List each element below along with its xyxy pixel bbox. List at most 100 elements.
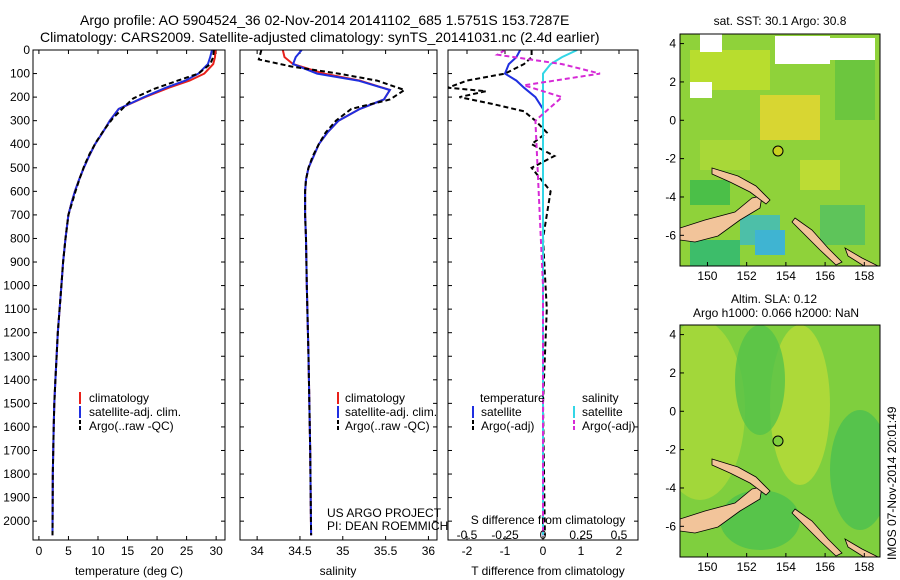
sst-map-panel: sat. SST: 30.1 Argo: 30.8 150 152 154 156 15 bbox=[665, 14, 881, 283]
depth-tick-label: 100 bbox=[10, 67, 30, 81]
series-line-satellite-adj-clim- bbox=[291, 50, 392, 536]
legend-label-temp-satellite: satellite bbox=[481, 405, 522, 419]
project-note: US ARGO PROJECT bbox=[327, 506, 442, 520]
figure-title-line2: Climatology: CARS2009. Satellite-adjuste… bbox=[40, 29, 600, 45]
depth-tick-label: 1700 bbox=[3, 443, 30, 457]
sst-patch bbox=[755, 230, 785, 255]
depth-tick-label: 300 bbox=[10, 114, 30, 128]
figure-title-line1: Argo profile: AO 5904524_36 02-Nov-2014 … bbox=[80, 12, 569, 28]
diff-xtick-label: 0 bbox=[540, 544, 547, 558]
sal-xtick-label: 36 bbox=[422, 544, 436, 558]
sst-map-title: sat. SST: 30.1 Argo: 30.8 bbox=[714, 14, 847, 28]
difference-lines bbox=[448, 50, 601, 536]
legend-header-salinity: salinity bbox=[582, 391, 619, 405]
map-xtick-label: 150 bbox=[697, 269, 717, 283]
legend-label-temp-argo: Argo(-adj) bbox=[481, 419, 534, 433]
sal-xtick-label: 35.5 bbox=[374, 544, 398, 558]
legend-label-climatology: climatology bbox=[345, 391, 405, 405]
depth-tick-label: 500 bbox=[10, 161, 30, 175]
argo-float-marker bbox=[772, 435, 784, 447]
temperature-ticks: 0 5 10 15 20 25 300100200300400500600700800900… bbox=[3, 43, 225, 558]
temperature-xlabel: temperature (deg C) bbox=[75, 564, 183, 578]
map-xtick-label: 156 bbox=[815, 560, 835, 574]
sst-map-field bbox=[680, 34, 880, 266]
sst-map-ticks: 150 152 154 156 158 4 2 0 -2 -4 -6 bbox=[665, 37, 874, 283]
series-line-satellite-adj-clim- bbox=[51, 50, 213, 536]
map-ytick-label: 2 bbox=[669, 75, 676, 89]
sst-patch bbox=[690, 240, 740, 266]
credit-text: IMOS 07-Nov-2014 20:01:49 bbox=[885, 406, 899, 560]
salinity-xlabel: salinity bbox=[320, 564, 357, 578]
sla-map-frame bbox=[679, 324, 881, 558]
map-xtick-label: 154 bbox=[776, 269, 796, 283]
map-ytick-label: -2 bbox=[665, 152, 676, 166]
legend-label-satellite: satellite-adj. clim. bbox=[89, 405, 181, 419]
depth-tick-label: 1000 bbox=[3, 279, 30, 293]
series-line-temperature-argo-adj- bbox=[448, 50, 557, 536]
difference-axes-frame bbox=[447, 49, 639, 541]
sla-high-anomaly bbox=[680, 325, 745, 500]
depth-tick-label: 800 bbox=[10, 231, 30, 245]
map-ytick-label: 2 bbox=[669, 366, 676, 380]
legend-label-satellite: satellite-adj. clim. bbox=[345, 405, 437, 419]
land-new-ireland bbox=[711, 458, 771, 496]
map-xtick-label: 152 bbox=[737, 560, 757, 574]
series-line-salinity-argo-adj- bbox=[494, 50, 601, 536]
sst-patch bbox=[690, 180, 730, 205]
salinity-axes-frame bbox=[239, 49, 438, 541]
temp-xtick-label: 5 bbox=[65, 544, 72, 558]
depth-tick-label: 1800 bbox=[3, 467, 30, 481]
sst-patch bbox=[700, 140, 750, 170]
legend-label-sal-argo: Argo(-adj) bbox=[582, 419, 635, 433]
map-ytick-label: 0 bbox=[669, 404, 676, 418]
argo-float-marker bbox=[772, 145, 784, 157]
depth-tick-label: 1100 bbox=[4, 302, 30, 316]
map-ytick-label: 4 bbox=[669, 37, 676, 51]
temp-xtick-label: 15 bbox=[121, 544, 135, 558]
series-line-climatology bbox=[51, 50, 217, 536]
map-ytick-label: 0 bbox=[669, 113, 676, 127]
map-xtick-label: 158 bbox=[854, 269, 874, 283]
depth-tick-label: 1900 bbox=[3, 491, 30, 505]
map-ytick-label: -6 bbox=[665, 228, 676, 242]
depth-tick-label: 400 bbox=[10, 137, 30, 151]
depth-tick-label: 700 bbox=[10, 208, 30, 222]
sst-patch bbox=[760, 95, 820, 140]
sal-xtick-label: 34.5 bbox=[288, 544, 312, 558]
land-bougainville bbox=[844, 247, 879, 266]
temp-xtick-label: 0 bbox=[36, 544, 43, 558]
legend-label-argo: Argo(..raw -QC) bbox=[345, 419, 430, 433]
difference-top-ticks: -0.5 -0.25 0 0.25 0.5 bbox=[457, 528, 628, 542]
salinity-legend: climatology satellite-adj. clim. Argo(..… bbox=[337, 391, 437, 433]
map-ytick-label: -6 bbox=[665, 519, 676, 533]
difference-legend: temperature salinity satellite Argo(-adj… bbox=[472, 391, 635, 433]
map-ytick-label: -2 bbox=[665, 443, 676, 457]
depth-tick-label: 900 bbox=[10, 255, 30, 269]
map-xtick-label: 150 bbox=[697, 560, 717, 574]
map-ytick-label: -4 bbox=[665, 190, 676, 204]
difference-top-label: S difference from climatology bbox=[471, 513, 626, 527]
map-xtick-label: 154 bbox=[776, 560, 796, 574]
land-new-ireland bbox=[711, 167, 771, 205]
land-new-britain bbox=[680, 486, 763, 534]
land-solomons bbox=[791, 217, 843, 266]
land-bougainville bbox=[844, 538, 879, 557]
sst-cloud-gap bbox=[830, 38, 875, 60]
series-line-temperature-satellite bbox=[503, 50, 544, 536]
salinity-ticks: 34 34.5 35 35.5 36 bbox=[240, 49, 437, 558]
pi-note: PI: DEAN ROEMMICH bbox=[327, 519, 448, 533]
depth-tick-label: 600 bbox=[10, 184, 30, 198]
legend-header-temperature: temperature bbox=[480, 391, 545, 405]
sla-map-ticks: 150 152 154 156 158 4 2 0 -2 -4 -6 bbox=[665, 328, 874, 574]
temperature-lines bbox=[51, 50, 217, 536]
legend-label-argo: Argo(..raw -QC) bbox=[89, 419, 174, 433]
map-xtick-label: 156 bbox=[815, 269, 835, 283]
sal-xtick-label: 34 bbox=[250, 544, 264, 558]
sla-low-anomaly bbox=[735, 325, 785, 435]
temperature-legend: climatology satellite-adj. clim. Argo(..… bbox=[79, 391, 181, 433]
diff-top-tick-label: -0.5 bbox=[457, 528, 478, 542]
map-xtick-label: 152 bbox=[737, 269, 757, 283]
depth-tick-label: 200 bbox=[10, 90, 30, 104]
sst-cloud-gap bbox=[700, 34, 722, 52]
land-new-britain bbox=[680, 195, 763, 243]
